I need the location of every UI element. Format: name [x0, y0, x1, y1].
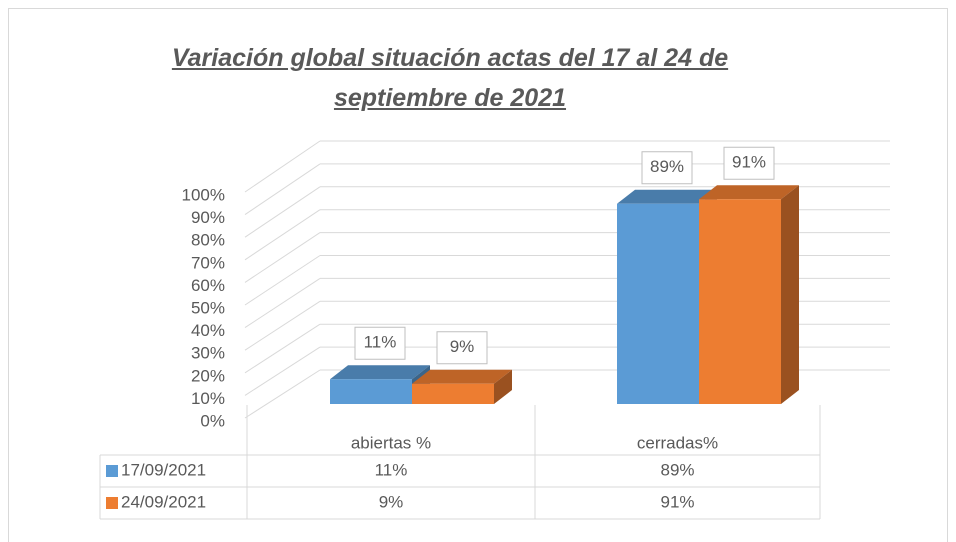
grid-line — [244, 323, 321, 374]
bar — [699, 199, 781, 404]
x-tick-label: abiertas % — [351, 433, 431, 452]
bar-side — [494, 369, 512, 404]
legend-swatch — [106, 465, 118, 477]
data-label-box — [354, 326, 406, 360]
bar-top — [412, 369, 512, 384]
bar-side — [781, 185, 799, 404]
data-label-box — [436, 331, 488, 365]
chart-title: Variación global situación actas del 17 … — [171, 44, 729, 112]
bar — [412, 383, 494, 404]
y-tick-label: 40% — [191, 321, 225, 340]
y-tick-label: 20% — [191, 366, 225, 385]
legend-swatch — [106, 497, 118, 509]
grid-line — [244, 369, 321, 419]
table-cell: 89% — [660, 460, 694, 479]
chart-border — [8, 8, 948, 542]
grid-line — [244, 163, 321, 216]
table-cell: 11% — [375, 460, 408, 479]
y-tick-label: 60% — [191, 276, 225, 295]
grid-line — [244, 277, 321, 329]
legend-label: 17/09/2021 — [121, 460, 206, 479]
bar — [617, 203, 699, 404]
grid-line — [244, 346, 321, 396]
grid-line — [244, 232, 321, 283]
grid-line — [244, 186, 321, 238]
data-label-box — [723, 146, 775, 180]
table-cell: 9% — [379, 492, 404, 511]
y-tick-label: 80% — [191, 231, 225, 250]
y-tick-label: 30% — [191, 344, 225, 363]
grid-line — [244, 209, 321, 261]
y-tick-label: 70% — [191, 253, 225, 272]
y-tick-label: 0% — [200, 411, 225, 430]
y-tick-label: 90% — [191, 208, 225, 227]
data-label-box — [641, 151, 693, 185]
bar-top — [330, 365, 430, 380]
data-label: 11% — [364, 333, 397, 352]
data-label: 9% — [450, 337, 475, 356]
y-tick-label: 10% — [191, 389, 225, 408]
bar-top — [699, 185, 799, 200]
y-tick-label: 50% — [191, 298, 225, 317]
grid-line — [244, 140, 321, 193]
bar — [330, 379, 412, 404]
x-tick-label: cerradas% — [637, 433, 718, 452]
grid-line — [244, 300, 321, 351]
y-tick-label: 100% — [182, 185, 225, 204]
data-label: 91% — [732, 153, 766, 172]
data-label: 89% — [650, 157, 684, 176]
grid-line — [244, 255, 321, 306]
bar-top — [617, 189, 717, 204]
table-cell: 91% — [660, 492, 694, 511]
legend-label: 24/09/2021 — [121, 492, 206, 511]
